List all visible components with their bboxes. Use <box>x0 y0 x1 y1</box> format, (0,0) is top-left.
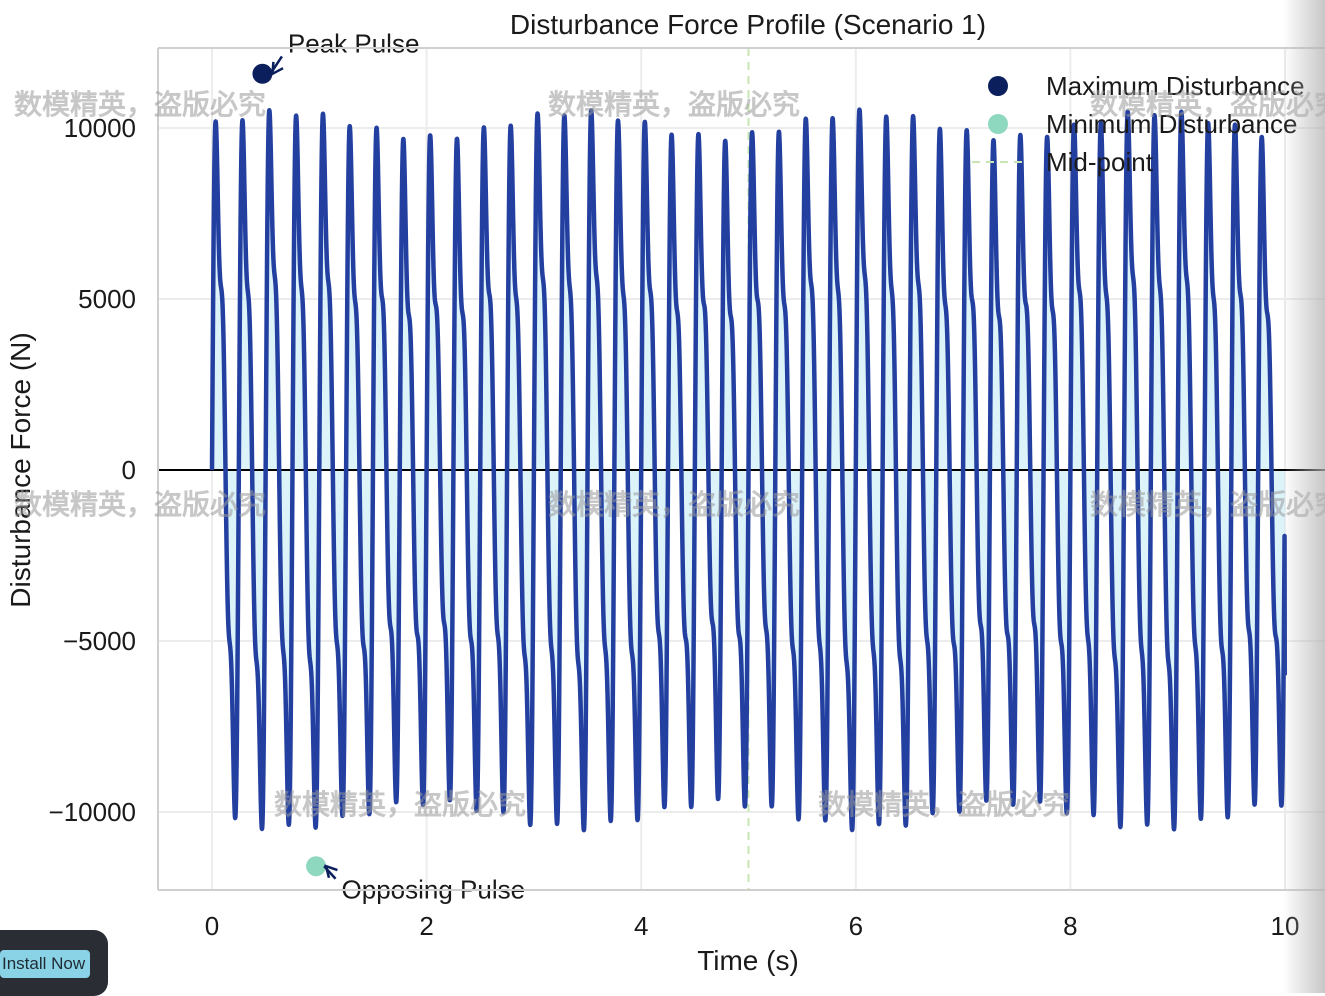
watermark-text: 数模精英，盗版必究 <box>548 88 800 120</box>
annotation-arrowhead <box>324 864 338 879</box>
max-disturbance-marker <box>252 63 273 84</box>
y-tick-label: 10000 <box>64 113 136 143</box>
legend-label: Minimum Disturbance <box>1046 109 1297 139</box>
y-tick-label: 0 <box>122 455 136 485</box>
x-tick-label: 6 <box>849 911 863 941</box>
watermark-text: 数模精英，盗版必究 <box>14 88 266 120</box>
legend-label: Maximum Disturbance <box>1046 71 1305 101</box>
legend: Maximum Disturbance Minimum Disturbance Mi… <box>972 71 1305 177</box>
watermark-text: 数模精英，盗版必究 <box>548 488 800 520</box>
y-tick-label: −5000 <box>63 626 136 656</box>
x-axis-title: Time (s) <box>697 945 799 976</box>
legend-swatch-dot <box>988 114 1008 134</box>
watermark-text: 数模精英，盗版必究 <box>1090 488 1325 520</box>
x-tick-label: 2 <box>419 911 433 941</box>
x-tick-label: 8 <box>1063 911 1077 941</box>
y-tick-label: 5000 <box>78 284 136 314</box>
legend-swatch-dot <box>988 76 1008 96</box>
markers <box>252 63 327 877</box>
x-tick-label: 10 <box>1271 911 1300 941</box>
watermark-text: 数模精英，盗版必究 <box>818 788 1070 820</box>
chart-title: Disturbance Force Profile (Scenario 1) <box>510 9 986 40</box>
x-tick-label: 0 <box>205 911 219 941</box>
y-tick-label: −10000 <box>49 797 136 827</box>
install-now-button[interactable]: Install Now <box>0 950 90 978</box>
series-lines <box>209 107 1288 833</box>
peak-pulse-label: Peak Pulse <box>288 28 420 58</box>
min-disturbance-marker <box>306 856 327 877</box>
watermark-text: 数模精英，盗版必究 <box>14 488 266 520</box>
legend-label: Mid-point <box>1046 147 1154 177</box>
y-axis-title: Disturbance Force (N) <box>5 332 36 607</box>
x-tick-label: 4 <box>634 911 648 941</box>
watermark-text: 数模精英，盗版必究 <box>1090 88 1325 120</box>
series-line <box>209 107 1288 833</box>
watermark-text: 数模精英，盗版必究 <box>274 788 526 820</box>
annotation-arrowhead <box>270 61 284 76</box>
